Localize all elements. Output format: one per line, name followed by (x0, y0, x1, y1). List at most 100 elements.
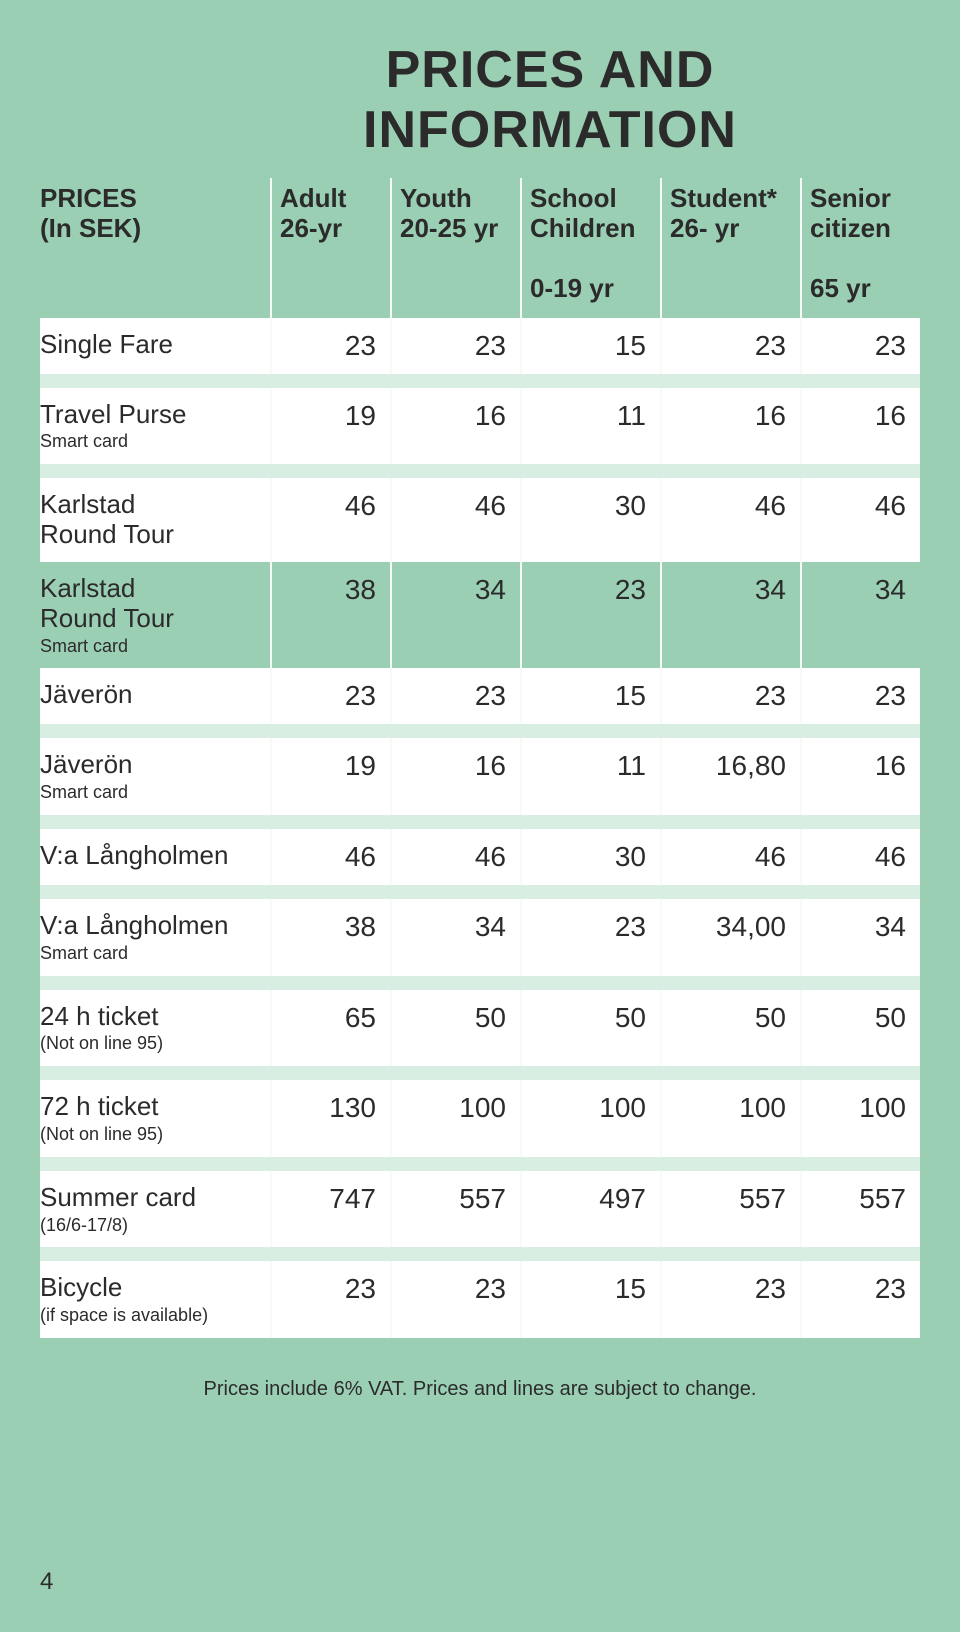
row-separator (40, 976, 920, 990)
row-separator (40, 1157, 920, 1171)
price-cell: 46 (270, 478, 390, 562)
table-row: V:a Långholmen4646304646 (40, 829, 920, 885)
row-label: KarlstadRound Tour (40, 478, 270, 562)
col-header-sub: 26- yr (670, 214, 794, 244)
table-row: 24 h ticket(Not on line 95)6550505050 (40, 990, 920, 1067)
price-cell: 46 (660, 829, 800, 885)
price-cell: 23 (800, 318, 920, 374)
price-cell: 16 (660, 388, 800, 465)
price-cell: 15 (520, 668, 660, 724)
price-cell: 16 (390, 388, 520, 465)
table-row: KarlstadRound Tour4646304646 (40, 478, 920, 562)
price-cell: 46 (660, 478, 800, 562)
price-cell: 23 (270, 318, 390, 374)
price-cell: 34 (660, 562, 800, 668)
price-cell: 30 (520, 478, 660, 562)
price-cell: 557 (660, 1171, 800, 1248)
table-row: Bicycle(if space is available)2323152323 (40, 1261, 920, 1338)
row-label: V:a Långholmen (40, 829, 270, 885)
col-header-sub: citizen (810, 214, 914, 244)
table-row: Travel PurseSmart card1916111616 (40, 388, 920, 465)
col-header-sub: (In SEK) (40, 214, 264, 244)
col-header-text: Student* (670, 183, 777, 213)
col-header-text: School (530, 183, 617, 213)
col-header-sub: 26-yr (280, 214, 384, 244)
price-cell: 11 (520, 738, 660, 815)
price-cell: 50 (390, 990, 520, 1067)
price-cell: 23 (390, 668, 520, 724)
col-header-text: PRICES (40, 183, 137, 213)
price-cell: 38 (270, 562, 390, 668)
col-header-sub: Children (530, 214, 654, 244)
col-header-adult: Adult 26-yr (270, 178, 390, 318)
price-cell: 23 (800, 668, 920, 724)
price-cell: 23 (270, 1261, 390, 1338)
col-header-youth: Youth 20-25 yr (390, 178, 520, 318)
table-row: Single Fare2323152323 (40, 318, 920, 374)
row-label: Summer card(16/6-17/8) (40, 1171, 270, 1248)
price-cell: 34 (800, 899, 920, 976)
table-row: KarlstadRound TourSmart card3834233434 (40, 562, 920, 668)
footer-note: Prices include 6% VAT. Prices and lines … (40, 1378, 920, 1401)
page-title: PRICES AND INFORMATION (220, 40, 920, 160)
page-number: 4 (40, 1568, 53, 1596)
price-cell: 38 (270, 899, 390, 976)
row-label: Bicycle(if space is available) (40, 1261, 270, 1338)
col-header-student: Student* 26- yr (660, 178, 800, 318)
price-cell: 34 (800, 562, 920, 668)
table-row: 72 h ticket(Not on line 95)1301001001001… (40, 1080, 920, 1157)
price-cell: 50 (660, 990, 800, 1067)
price-cell: 46 (390, 829, 520, 885)
col-header-text: Adult (280, 183, 346, 213)
price-cell: 30 (520, 829, 660, 885)
price-cell: 23 (660, 318, 800, 374)
price-cell: 50 (520, 990, 660, 1067)
price-cell: 23 (270, 668, 390, 724)
table-row: V:a LångholmenSmart card38342334,0034 (40, 899, 920, 976)
price-cell: 16 (390, 738, 520, 815)
row-separator (40, 885, 920, 899)
price-cell: 23 (660, 668, 800, 724)
col-header-sub: 65 yr (810, 274, 914, 304)
col-header-senior: Senior citizen 65 yr (800, 178, 920, 318)
row-separator (40, 1066, 920, 1080)
row-separator (40, 1247, 920, 1261)
col-header-text: Youth (400, 183, 472, 213)
price-cell: 100 (800, 1080, 920, 1157)
price-cell: 23 (520, 899, 660, 976)
price-cell: 23 (390, 318, 520, 374)
row-label: 72 h ticket(Not on line 95) (40, 1080, 270, 1157)
row-label: KarlstadRound TourSmart card (40, 562, 270, 668)
price-cell: 34,00 (660, 899, 800, 976)
price-cell: 497 (520, 1171, 660, 1248)
price-cell: 557 (390, 1171, 520, 1248)
row-separator (40, 374, 920, 388)
price-cell: 23 (390, 1261, 520, 1338)
price-cell: 46 (270, 829, 390, 885)
price-cell: 23 (800, 1261, 920, 1338)
price-cell: 34 (390, 562, 520, 668)
row-label: Travel PurseSmart card (40, 388, 270, 465)
col-header-sub: 0-19 yr (530, 274, 654, 304)
price-table: PRICES (In SEK) Adult 26-yr Youth 20-25 … (40, 178, 920, 1338)
price-cell: 557 (800, 1171, 920, 1248)
price-cell: 23 (660, 1261, 800, 1338)
price-cell: 46 (800, 829, 920, 885)
price-cell: 100 (390, 1080, 520, 1157)
row-label: 24 h ticket(Not on line 95) (40, 990, 270, 1067)
price-cell: 16 (800, 388, 920, 465)
price-cell: 23 (520, 562, 660, 668)
price-cell: 34 (390, 899, 520, 976)
table-row: Jäverön2323152323 (40, 668, 920, 724)
row-separator (40, 464, 920, 478)
row-label: V:a LångholmenSmart card (40, 899, 270, 976)
col-header-prices: PRICES (In SEK) (40, 178, 270, 318)
price-cell: 46 (800, 478, 920, 562)
table-row: JäverönSmart card19161116,8016 (40, 738, 920, 815)
price-cell: 11 (520, 388, 660, 465)
row-label: Jäverön (40, 668, 270, 724)
price-cell: 100 (660, 1080, 800, 1157)
price-cell: 46 (390, 478, 520, 562)
row-separator (40, 724, 920, 738)
price-cell: 16,80 (660, 738, 800, 815)
